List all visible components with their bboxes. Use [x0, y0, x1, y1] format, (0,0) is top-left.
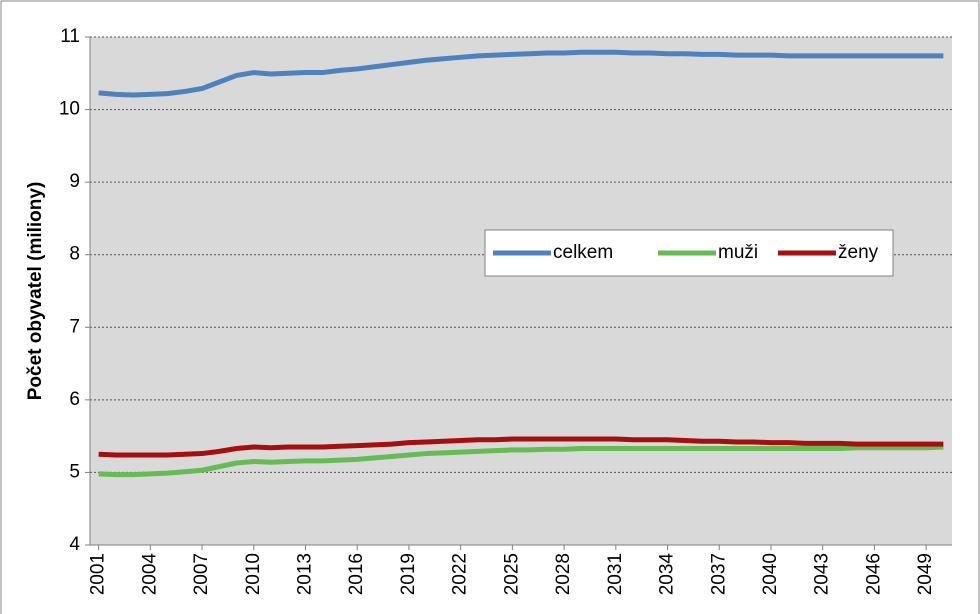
y-tick-label: 6 [69, 389, 80, 410]
x-tick-label: 2022 [450, 553, 471, 595]
y-tick-label: 5 [69, 461, 80, 482]
x-tick-label: 2049 [915, 553, 936, 595]
legend-label: ženy [838, 242, 879, 263]
x-tick-label: 2004 [139, 553, 160, 596]
x-tick-label: 2046 [863, 553, 884, 595]
y-axis-label: Počet obyvatel (miliony) [25, 182, 46, 401]
x-tick-label: 2010 [243, 553, 264, 595]
x-tick-label: 2025 [501, 553, 522, 595]
y-tick-label: 8 [69, 244, 80, 265]
series-line [98, 436, 944, 458]
y-tick-label: 11 [60, 26, 80, 47]
legend-label: celkem [553, 242, 613, 263]
x-tick-label: 2028 [553, 553, 574, 595]
x-tick-label: 2043 [812, 553, 833, 595]
y-tick-label: 9 [69, 171, 80, 192]
y-tick-label: 4 [69, 534, 80, 555]
x-tick-label: 2001 [88, 553, 109, 595]
legend-label: muži [718, 242, 758, 263]
y-tick-label: 10 [59, 99, 80, 120]
x-tick-label: 2031 [605, 553, 626, 595]
y-tick-label: 7 [69, 316, 80, 337]
x-tick-label: 2019 [398, 553, 419, 595]
x-tick-label: 2016 [346, 553, 367, 595]
series-line [98, 444, 944, 478]
x-tick-label: 2040 [760, 553, 781, 595]
plot-area [90, 37, 952, 545]
x-tick-label: 2034 [657, 553, 678, 596]
x-tick-label: 2013 [295, 553, 316, 595]
x-tick-label: 2037 [708, 553, 729, 595]
x-tick-label: 2007 [191, 553, 212, 595]
series-line [98, 49, 944, 98]
